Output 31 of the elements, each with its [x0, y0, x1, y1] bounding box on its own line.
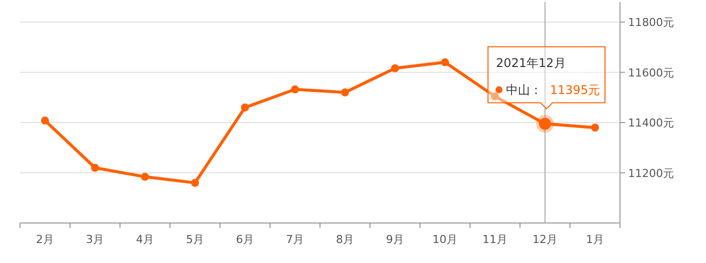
y-tick-label: 11800元 [628, 16, 674, 30]
y-tick-label: 11600元 [628, 66, 674, 80]
x-tick-label: 1月 [586, 233, 604, 246]
point [141, 172, 149, 181]
y-tick-label: 11400元 [628, 116, 674, 130]
x-tick-label: 12月 [532, 233, 558, 246]
x-tick-label: 4月 [136, 233, 154, 246]
point [591, 124, 599, 132]
x-tick-label: 3月 [86, 233, 104, 246]
legend: 中山： [496, 82, 542, 97]
point [41, 116, 49, 125]
x-tick-label: 10月 [432, 233, 458, 246]
legend-label: 中山： [506, 82, 542, 97]
point [491, 92, 499, 100]
x-tick-label: 7月 [286, 233, 304, 246]
point [241, 103, 249, 112]
point [341, 88, 349, 96]
annotation: 2021年12月 [496, 56, 566, 70]
x-tick-label: 5月 [186, 233, 204, 246]
x-tick-label: 2月 [36, 233, 54, 246]
x-tick-label: 8月 [336, 233, 354, 246]
point [191, 178, 199, 187]
x-tick-label: 6月 [236, 233, 254, 246]
y-tick-label: 11200元 [628, 166, 674, 180]
point [391, 64, 399, 72]
data-label: 11395元 [550, 82, 600, 97]
x-tick-label: 9月 [386, 233, 404, 246]
point [91, 164, 99, 172]
point [291, 85, 299, 94]
point [441, 58, 449, 66]
x-tick-label: 11月 [482, 233, 508, 246]
